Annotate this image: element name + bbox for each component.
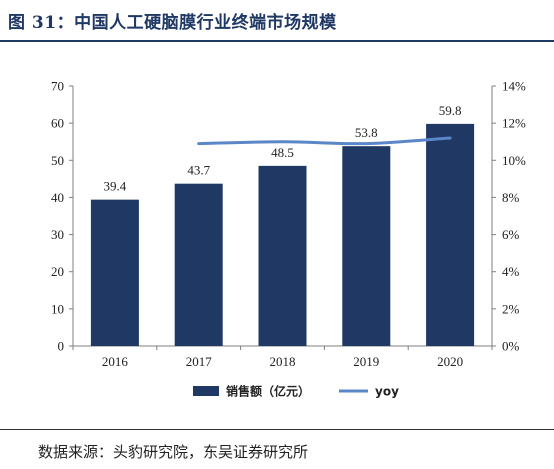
y2-tick-label: 0% [502,339,520,354]
source-note: 数据来源：头豹研究院，东吴证券研究所 [38,443,309,461]
bar [342,146,391,346]
source-rule [0,429,554,430]
x-tick-label: 2020 [437,354,463,369]
yoy-line-group [197,136,452,146]
legend-swatch-bar [193,386,219,396]
y2-tick-label: 10% [502,153,526,168]
y-tick-label: 0 [58,339,65,354]
x-tick-label: 2019 [353,354,379,369]
y2-tick-label: 6% [502,227,520,242]
y-tick-label: 10 [51,301,64,316]
y-tick-label: 20 [51,264,64,279]
bar-value-label: 53.8 [355,125,378,140]
figure-title: 图 31：中国人工硬脑膜行业终端市场规模 [8,13,337,33]
x-tick-label: 2017 [186,354,213,369]
bar [426,123,475,346]
y-tick-label: 70 [51,79,64,94]
bar-value-label: 39.4 [104,179,127,194]
title-rule [0,40,554,42]
y2-tick-label: 2% [502,301,520,316]
x-tick-label: 2018 [270,354,296,369]
x-tick-label: 2016 [102,354,129,369]
y-tick-label: 40 [51,190,64,205]
y-tick-label: 50 [51,153,64,168]
y-tick-label: 60 [51,116,64,131]
bar [258,165,307,346]
bar-value-label: 48.5 [271,145,294,160]
y-tick-label: 30 [51,227,64,242]
bar [174,183,223,346]
y2-tick-label: 12% [502,116,526,131]
bar-value-label: 43.7 [187,163,210,178]
yoy-line [197,136,452,146]
bar-value-label: 59.8 [439,103,462,118]
axes: 0 10 20 30 40 50 60 70 0% 2% 4% 6% 8% 10% 12% 14% 2016 20… [51,79,526,370]
legend-label-yoy: yoy [375,385,399,399]
y2-tick-label: 8% [502,190,520,205]
bar [90,199,139,346]
y2-tick-label: 14% [502,79,526,94]
bars: 39.4 43.7 48.5 53.8 59.8 [90,103,475,346]
legend-label-sales: 销售额（亿元） [226,384,310,399]
legend: 销售额（亿元） yoy [193,384,399,399]
y2-tick-label: 4% [502,264,520,279]
